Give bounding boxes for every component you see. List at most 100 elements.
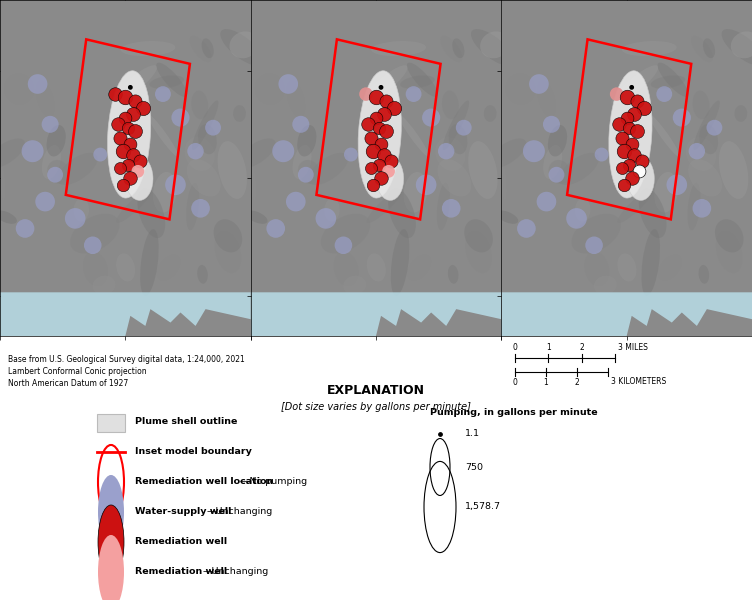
Point bbox=[360, 89, 372, 99]
Polygon shape bbox=[502, 292, 752, 336]
Ellipse shape bbox=[622, 41, 677, 56]
Point bbox=[375, 83, 387, 92]
Ellipse shape bbox=[202, 38, 214, 58]
Ellipse shape bbox=[287, 80, 305, 117]
Point bbox=[633, 167, 645, 176]
Point bbox=[44, 119, 56, 129]
Ellipse shape bbox=[108, 71, 150, 198]
Polygon shape bbox=[0, 292, 250, 336]
Ellipse shape bbox=[435, 137, 465, 171]
Point bbox=[434, 429, 446, 439]
Point bbox=[545, 119, 557, 129]
Ellipse shape bbox=[543, 145, 562, 179]
Point bbox=[691, 146, 703, 156]
Point bbox=[207, 123, 219, 133]
Ellipse shape bbox=[467, 257, 501, 301]
Point bbox=[372, 160, 384, 169]
Ellipse shape bbox=[190, 36, 211, 62]
Text: 1,578.7: 1,578.7 bbox=[465, 503, 501, 511]
Point bbox=[425, 113, 437, 122]
Point bbox=[19, 224, 31, 233]
Ellipse shape bbox=[594, 275, 617, 295]
Ellipse shape bbox=[609, 71, 652, 198]
Ellipse shape bbox=[140, 229, 159, 296]
Point bbox=[445, 203, 457, 213]
Point bbox=[611, 89, 623, 99]
Point bbox=[129, 126, 141, 136]
Ellipse shape bbox=[686, 137, 716, 171]
Ellipse shape bbox=[687, 182, 700, 230]
Ellipse shape bbox=[441, 36, 462, 62]
Ellipse shape bbox=[186, 182, 199, 230]
Ellipse shape bbox=[358, 71, 402, 198]
Point bbox=[124, 83, 136, 92]
Point bbox=[69, 214, 81, 223]
Ellipse shape bbox=[617, 188, 653, 223]
Point bbox=[120, 113, 132, 122]
Ellipse shape bbox=[184, 137, 214, 171]
Ellipse shape bbox=[471, 29, 514, 66]
Text: 3 MILES: 3 MILES bbox=[618, 343, 648, 352]
Point bbox=[620, 92, 632, 102]
Point bbox=[626, 140, 638, 149]
Ellipse shape bbox=[452, 38, 465, 58]
Ellipse shape bbox=[499, 159, 507, 200]
Text: Remediation well location: Remediation well location bbox=[135, 478, 273, 487]
Ellipse shape bbox=[42, 145, 61, 179]
Ellipse shape bbox=[321, 214, 370, 253]
Ellipse shape bbox=[5, 74, 34, 104]
Point bbox=[696, 203, 708, 213]
Ellipse shape bbox=[138, 188, 165, 238]
Ellipse shape bbox=[36, 80, 55, 117]
Point bbox=[169, 180, 181, 190]
Point bbox=[533, 79, 545, 89]
Point bbox=[277, 146, 290, 156]
Point bbox=[362, 119, 374, 129]
Ellipse shape bbox=[0, 159, 5, 200]
Ellipse shape bbox=[699, 124, 718, 154]
Point bbox=[49, 170, 61, 179]
Point bbox=[300, 170, 312, 179]
Point bbox=[114, 163, 126, 173]
Ellipse shape bbox=[217, 257, 250, 301]
Ellipse shape bbox=[703, 38, 715, 58]
Point bbox=[628, 150, 640, 160]
Point bbox=[127, 150, 139, 160]
Ellipse shape bbox=[443, 100, 469, 150]
Point bbox=[117, 180, 129, 190]
Ellipse shape bbox=[611, 65, 658, 104]
Point bbox=[290, 197, 302, 206]
Point bbox=[375, 173, 387, 183]
Ellipse shape bbox=[559, 153, 599, 185]
Point bbox=[408, 89, 420, 99]
Point bbox=[638, 103, 650, 112]
Text: 0: 0 bbox=[513, 343, 517, 352]
Ellipse shape bbox=[488, 139, 526, 168]
Point bbox=[571, 214, 583, 223]
Ellipse shape bbox=[735, 105, 747, 122]
Ellipse shape bbox=[197, 265, 208, 284]
Point bbox=[127, 109, 139, 119]
Text: Remediation well: Remediation well bbox=[135, 538, 227, 547]
Point bbox=[620, 113, 632, 122]
Ellipse shape bbox=[448, 265, 459, 284]
Ellipse shape bbox=[343, 275, 366, 295]
Ellipse shape bbox=[468, 141, 498, 199]
Point bbox=[345, 150, 357, 160]
Ellipse shape bbox=[0, 139, 25, 168]
Text: 1: 1 bbox=[544, 378, 548, 387]
Text: 750: 750 bbox=[465, 463, 483, 472]
Point bbox=[378, 150, 390, 160]
Point bbox=[420, 180, 432, 190]
Point bbox=[708, 123, 720, 133]
Point bbox=[623, 123, 635, 133]
Ellipse shape bbox=[246, 211, 268, 224]
Point bbox=[39, 197, 51, 206]
Ellipse shape bbox=[449, 124, 468, 154]
Point bbox=[368, 180, 380, 190]
Text: 1: 1 bbox=[546, 343, 550, 352]
Text: 3 KILOMETERS: 3 KILOMETERS bbox=[611, 377, 666, 386]
Point bbox=[520, 224, 532, 233]
Point bbox=[528, 146, 540, 156]
Point bbox=[375, 140, 387, 149]
